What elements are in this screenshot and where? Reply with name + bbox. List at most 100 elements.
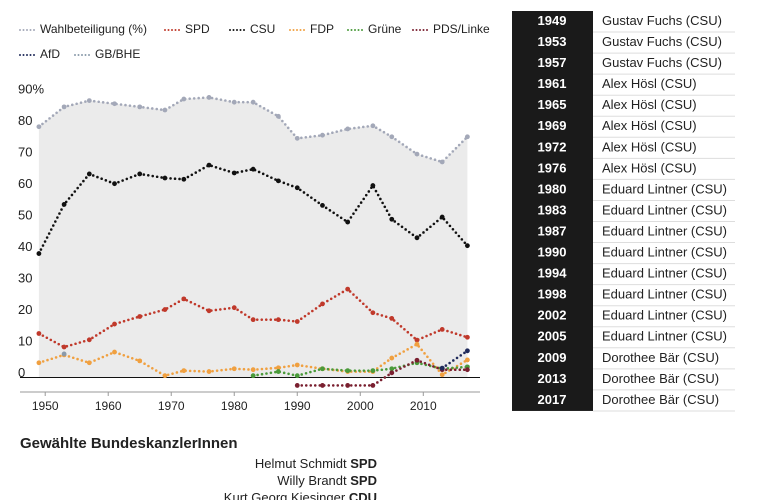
- point: [275, 365, 281, 371]
- year-cell: 1961: [538, 76, 567, 91]
- point: [320, 202, 325, 208]
- point: [61, 104, 67, 110]
- x-tick-label: 1950: [32, 399, 59, 413]
- year-cell: 1998: [538, 287, 567, 302]
- point: [231, 305, 237, 311]
- year-cell: 1969: [538, 118, 567, 133]
- point: [275, 178, 281, 184]
- year-column: [512, 11, 593, 411]
- point: [112, 101, 117, 107]
- point: [137, 171, 143, 177]
- point: [137, 314, 143, 319]
- point: [464, 348, 470, 354]
- point: [320, 132, 325, 138]
- point: [137, 358, 143, 364]
- y-tick-label: 60: [18, 176, 32, 191]
- point: [345, 286, 351, 292]
- point: [206, 95, 212, 100]
- name-cell: Eduard Lintner (CSU): [602, 266, 727, 281]
- x-tick-label: 2000: [347, 399, 374, 413]
- chancellor-name: Helmut Schmidt: [255, 456, 347, 471]
- point: [250, 99, 256, 105]
- name-cell: Dorothee Bär (CSU): [602, 350, 719, 365]
- x-tick-label: 1980: [221, 399, 248, 413]
- chancellor: Willy Brandt SPD: [277, 473, 377, 488]
- name-cell: Alex Hösl (CSU): [602, 76, 697, 91]
- y-tick-label: 30: [18, 271, 32, 286]
- name-cell: Dorothee Bär (CSU): [602, 392, 719, 407]
- legend-label: Grüne: [368, 22, 402, 36]
- point: [250, 373, 256, 379]
- point: [112, 181, 117, 187]
- legend-label: FDP: [310, 22, 334, 36]
- point: [86, 360, 92, 366]
- year-cell: 1957: [538, 55, 567, 70]
- point: [294, 135, 300, 141]
- point: [294, 319, 300, 324]
- point: [36, 124, 42, 130]
- point: [439, 159, 445, 165]
- point: [36, 251, 42, 256]
- y-tick-label: 80: [18, 113, 32, 128]
- point: [112, 321, 117, 327]
- point: [439, 327, 445, 332]
- point: [414, 337, 420, 343]
- point: [414, 235, 420, 241]
- point: [320, 383, 325, 388]
- plot: Wahlbeteiligung (%) SPD CSU FDP Grüne PDS/Lin…: [18, 22, 490, 413]
- point: [345, 383, 351, 388]
- legend-label: CSU: [250, 22, 275, 36]
- point: [36, 360, 42, 366]
- point: [439, 372, 445, 378]
- name-cell: Dorothee Bär (CSU): [602, 371, 719, 386]
- name-cell: Gustav Fuchs (CSU): [602, 13, 722, 28]
- point: [61, 202, 67, 207]
- name-cell: Eduard Lintner (CSU): [602, 202, 727, 217]
- y-tick-label: 70: [18, 145, 32, 160]
- y-tick-label: 10: [18, 334, 32, 349]
- point: [294, 362, 300, 368]
- x-tick-label: 2010: [410, 399, 437, 413]
- x-tick-label: 1990: [284, 399, 311, 413]
- y-tick-label: 0: [18, 365, 25, 380]
- point: [370, 368, 376, 374]
- point: [162, 175, 168, 181]
- year-cell: 1965: [538, 97, 567, 112]
- legend-label: Wahlbeteiligung (%): [40, 22, 147, 36]
- point: [250, 317, 256, 323]
- point: [370, 310, 376, 316]
- point: [275, 113, 281, 119]
- x-tick-label: 1970: [158, 399, 185, 413]
- year-cell: 1983: [538, 202, 567, 217]
- point: [86, 98, 92, 103]
- point: [294, 383, 300, 388]
- name-cell: Alex Hösl (CSU): [602, 97, 697, 112]
- point: [294, 185, 300, 191]
- name-cell: Eduard Lintner (CSU): [602, 287, 727, 302]
- year-cell: 2002: [538, 308, 567, 323]
- point: [345, 368, 351, 374]
- point: [181, 368, 187, 374]
- point: [389, 366, 395, 372]
- section-title: Gewählte BundeskanzlerInnen: [20, 435, 238, 452]
- year-cell: 2017: [538, 392, 567, 407]
- year-cell: 1976: [538, 160, 567, 175]
- point: [370, 183, 376, 188]
- year-cell: 1980: [538, 181, 567, 196]
- point: [370, 383, 376, 388]
- name-cell: Gustav Fuchs (CSU): [602, 55, 722, 70]
- year-cell: 1949: [538, 13, 567, 28]
- chancellor-name: Willy Brandt: [277, 473, 347, 488]
- point: [275, 369, 281, 374]
- point: [86, 337, 92, 343]
- y-tick-label: 40: [18, 239, 32, 254]
- y-tick-label: 20: [18, 302, 32, 317]
- point: [231, 366, 237, 372]
- name-cell: Eduard Lintner (CSU): [602, 223, 727, 238]
- point: [464, 357, 470, 363]
- point: [464, 367, 470, 373]
- name-cell: Alex Hösl (CSU): [602, 139, 697, 154]
- table: 1949 Gustav Fuchs (CSU) 1953 Gustav Fuchs (…: [512, 11, 735, 412]
- point: [181, 96, 187, 102]
